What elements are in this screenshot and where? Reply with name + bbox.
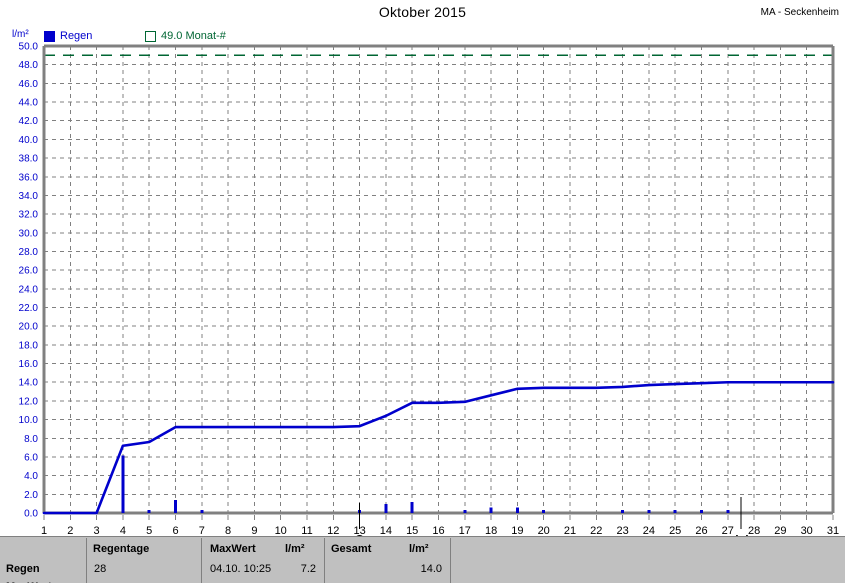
y-axis-tick-label: 44.0	[19, 98, 39, 109]
x-axis-tick-label: 27	[722, 525, 734, 536]
y-axis-tick-label: 48.0	[19, 60, 39, 71]
statusbar-unit-maxwert: l/m²	[285, 543, 305, 555]
legend-label-monat: 49.0 Monat-#	[161, 30, 226, 42]
statusbar-divider	[201, 538, 202, 583]
x-axis-tick-label: 12	[327, 525, 339, 536]
statusbar-value-gesamt: 14.0	[420, 563, 442, 575]
y-axis-tick-label: 32.0	[19, 210, 39, 221]
y-axis-tick-label: 4.0	[24, 471, 38, 482]
x-axis-tick-label: 2	[67, 525, 73, 536]
x-axis-tick-label: 6	[172, 525, 178, 536]
station-name: MA - Seckenheim	[760, 7, 839, 18]
y-axis-tick-label: 26.0	[19, 266, 39, 277]
y-axis-tick-label: 14.0	[19, 378, 39, 389]
statusbar-value-maxwert-time: 04.10. 10:25	[210, 563, 272, 575]
x-axis-tick-label: 11	[301, 525, 312, 536]
statusbar-value-maxwert-amount: 7.2	[300, 563, 316, 575]
chart-svg: 50.048.046.044.042.040.038.036.034.032.0…	[19, 42, 839, 536]
y-axis-tick-label: 36.0	[19, 172, 39, 183]
y-axis-tick-label: 20.0	[19, 322, 39, 333]
statusbar-divider	[324, 538, 325, 583]
x-axis-tick-label: 15	[406, 525, 418, 536]
statusbar-divider	[86, 538, 87, 583]
y-axis-tick-label: 38.0	[19, 154, 39, 165]
x-axis-tick-label: 5	[146, 525, 152, 536]
x-axis-tick-label: 10	[275, 525, 287, 536]
x-axis-tick-label: 14	[380, 525, 392, 536]
x-axis-tick-label: 21	[564, 525, 576, 536]
y-axis-tick-label: 16.0	[19, 359, 39, 370]
x-axis-tick-label: 30	[801, 525, 813, 536]
statusbar-row-label-maxwert: MaxWert	[6, 581, 52, 583]
statusbar-head-regentage: Regentage	[93, 543, 150, 555]
y-axis-tick-label: 30.0	[19, 228, 39, 239]
x-axis-tick-label: 17	[459, 525, 471, 536]
x-axis-tick-label: 4	[120, 525, 126, 536]
legend-label-regen: Regen	[60, 30, 93, 42]
x-axis-tick-label: 19	[511, 525, 523, 536]
legend-item-regen[interactable]: Regen	[44, 30, 92, 42]
x-axis-tick-label: 23	[616, 525, 628, 536]
legend-swatch-regen-icon	[44, 30, 55, 42]
x-axis-tick-label: 8	[225, 525, 231, 536]
x-axis-tick-label: 24	[643, 525, 655, 536]
x-axis-tick-label: 31	[827, 525, 839, 536]
y-axis-tick-label: 6.0	[24, 452, 38, 463]
y-axis-tick-label: 22.0	[19, 303, 39, 314]
x-axis-tick-label: 25	[669, 525, 681, 536]
y-axis-tick-label: 18.0	[19, 340, 39, 351]
y-axis-tick-label: 12.0	[19, 396, 39, 407]
selection-marker-filled-icon[interactable]	[355, 535, 365, 536]
statusbar-row-label-regen: Regen	[6, 563, 40, 575]
x-axis-tick-label: 22	[590, 525, 602, 536]
statusbar-value-regentage: 28	[94, 563, 107, 575]
statusbar-divider	[450, 538, 451, 583]
statusbar-head-gesamt: Gesamt	[331, 543, 372, 555]
x-axis-tick-label: 3	[94, 525, 100, 536]
page-title: Oktober 2015	[378, 4, 467, 20]
x-axis-tick-label: 26	[695, 525, 707, 536]
legend-item-monat[interactable]: 49.0 Monat-#	[145, 30, 226, 42]
status-bar: Regen MaxWert Regentage 28 MaxWert l/m² …	[0, 536, 845, 583]
y-axis-tick-label: 10.0	[19, 415, 39, 426]
y-axis-tick-label: 28.0	[19, 247, 39, 258]
plot-area[interactable]: 50.0 48.0 46.0 44.0 42.0 40.0 38.0 36.0 34.0 32.0…	[0, 0, 845, 536]
x-axis-tick-label: 1	[41, 525, 47, 536]
x-axis-tick-label: 7	[199, 525, 205, 536]
x-axis-tick-label: 9	[251, 525, 257, 536]
x-axis-tick-label: 20	[538, 525, 550, 536]
y-axis-tick-label: 2.0	[24, 490, 38, 501]
y-axis-tick-label: 40.0	[19, 135, 39, 146]
x-axis-tick-label: 18	[485, 525, 497, 536]
y-axis-tick-label: 24.0	[19, 284, 39, 295]
legend-swatch-monat-icon	[145, 30, 156, 42]
y-axis-tick-label: 46.0	[19, 79, 39, 90]
statusbar-head-maxwert: MaxWert	[210, 543, 256, 555]
y-axis-tick-label: 34.0	[19, 191, 39, 202]
cumulative-rain-line	[42, 380, 835, 515]
y-axis-tick-label: 50.0	[19, 42, 39, 53]
y-axis-tick-label: 8.0	[24, 434, 38, 445]
y-axis-unit-label: l/m²	[12, 29, 29, 40]
statusbar-unit-gesamt: l/m²	[409, 543, 429, 555]
y-axis-tick-label: 0.0	[24, 509, 38, 520]
x-axis-tick-label: 28	[748, 525, 760, 536]
y-axis-tick-label: 42.0	[19, 116, 39, 127]
x-axis-tick-label: 16	[432, 525, 444, 536]
x-axis-tick-label: 13	[353, 525, 365, 536]
x-axis-tick-label: 29	[774, 525, 786, 536]
